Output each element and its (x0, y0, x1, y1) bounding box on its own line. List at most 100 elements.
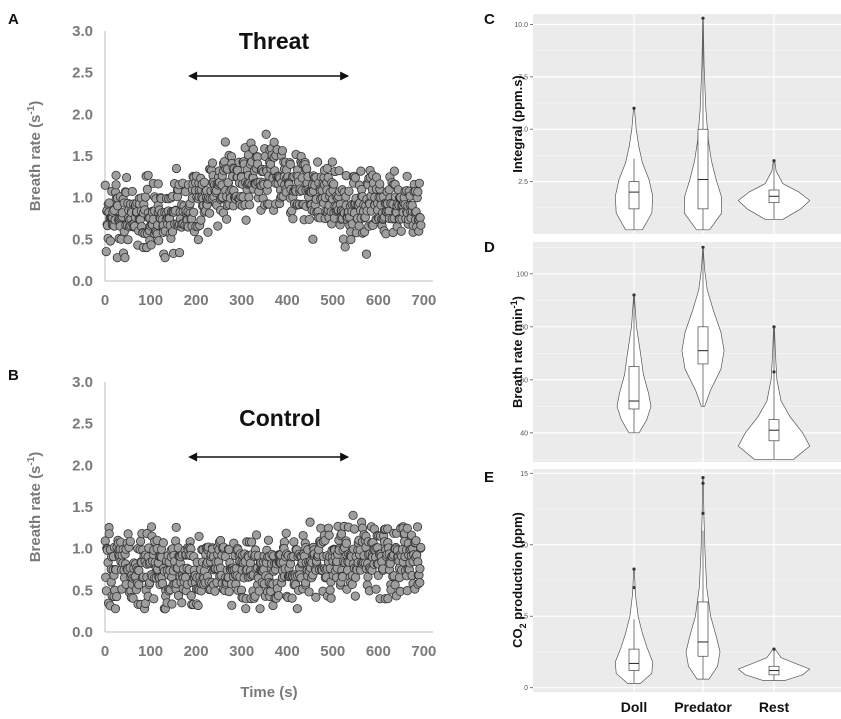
y-tick-label: 0.0 (72, 273, 93, 290)
x-tick-label: 200 (184, 643, 209, 660)
x-axis-label: Time (s) (240, 684, 297, 701)
data-point (224, 586, 234, 597)
data-point (248, 144, 258, 154)
data-points (100, 510, 426, 614)
data-point (222, 214, 232, 224)
period-arrow-head-left (188, 452, 198, 462)
category-label-rest: Rest (759, 699, 790, 715)
data-point (255, 604, 265, 614)
data-point (121, 172, 132, 183)
data-point (174, 248, 185, 258)
y-tick-label: 40 (520, 430, 528, 437)
data-point (287, 593, 297, 603)
y-tick-label: 100 (516, 271, 528, 278)
data-point (415, 564, 425, 574)
data-point (247, 537, 257, 547)
data-point (251, 530, 262, 540)
data-point (167, 599, 177, 609)
x-tick-label: 600 (366, 643, 391, 660)
outlier-point (701, 475, 705, 480)
y-tick-label: 2.5 (518, 179, 528, 186)
data-point (327, 157, 337, 167)
scatter-panel-b: B 0.0 0.5 1.0 1.5 2.0 2.5 3.0 0 100 200 300 400 500 60… (8, 367, 436, 701)
panel-letter-b: B (8, 367, 19, 384)
y-tick-label: 0.0 (72, 624, 93, 641)
y-tick-label: 5.0 (518, 127, 528, 134)
y-tick-label: 10.0 (514, 22, 528, 29)
data-point (361, 249, 372, 259)
panel-letter-a: A (8, 11, 19, 28)
data-point (263, 535, 274, 545)
data-point (277, 146, 287, 156)
data-point (123, 235, 133, 245)
data-point (383, 524, 393, 534)
y-tick-label: 7.5 (518, 74, 528, 81)
y-tick-label: 1.5 (72, 148, 93, 165)
x-tick-label: 200 (184, 292, 209, 309)
data-point (383, 594, 393, 604)
data-point (220, 137, 230, 147)
x-tick-label: 700 (411, 292, 436, 309)
data-point (196, 215, 206, 225)
y-tick-label: 0 (524, 685, 528, 692)
x-tick-label: 0 (101, 643, 109, 660)
data-point (227, 600, 237, 610)
data-point (304, 214, 314, 225)
data-point (160, 253, 170, 263)
data-point (146, 240, 156, 250)
data-point (413, 187, 423, 197)
outlier-point (632, 293, 636, 297)
outlier-point (772, 325, 776, 329)
data-point (304, 587, 314, 597)
data-point (111, 170, 121, 180)
outlier-point (632, 567, 636, 571)
period-arrow-head-left (188, 71, 198, 81)
data-points (100, 129, 426, 263)
y-tick-label: 15 (520, 471, 528, 478)
data-point (288, 214, 298, 224)
x-tick-label: 400 (275, 292, 300, 309)
x-tick-label: 600 (366, 292, 391, 309)
y-tick-label: 3.0 (72, 23, 93, 40)
data-point (210, 586, 220, 596)
x-tick-label: 300 (229, 643, 254, 660)
data-point (146, 522, 157, 532)
data-point (346, 234, 356, 245)
data-point (412, 522, 423, 532)
violin-panel-e: E 0 5 10 15 CO2 production (ppm) Doll Predator R… (484, 469, 841, 715)
data-point (153, 179, 163, 189)
data-point (341, 538, 351, 548)
data-point (349, 524, 360, 534)
x-tick-label: 100 (138, 292, 163, 309)
x-tick-label: 100 (138, 643, 163, 660)
y-axis-label: CO2 production (ppm) (510, 512, 528, 648)
outlier-point (772, 370, 776, 374)
panel-letter-e: E (484, 469, 494, 486)
data-point (289, 537, 299, 547)
y-tick-label: 2.0 (72, 457, 93, 474)
data-point (154, 236, 164, 246)
data-point (273, 591, 284, 601)
scatter-panel-a: A 0.0 0.5 1.0 1.5 2.0 2.5 3.0 0 100 200 300 400 500 60… (8, 11, 436, 309)
data-point (302, 164, 312, 174)
data-point (356, 166, 366, 176)
data-point (416, 220, 426, 230)
data-point (402, 523, 412, 533)
data-point (136, 536, 146, 546)
x-tick-label: 300 (229, 292, 254, 309)
box (628, 648, 640, 671)
outlier-point (632, 586, 636, 590)
panel-letter-c: C (484, 11, 495, 28)
data-point (415, 578, 425, 588)
y-tick-label: 10 (520, 542, 528, 549)
data-point (411, 536, 421, 546)
outlier-point (701, 16, 705, 20)
data-point (390, 580, 400, 590)
data-point (149, 594, 159, 604)
data-point (281, 528, 291, 538)
data-point (244, 192, 254, 202)
data-point (326, 593, 336, 603)
data-point (100, 180, 110, 190)
data-point (193, 600, 203, 611)
